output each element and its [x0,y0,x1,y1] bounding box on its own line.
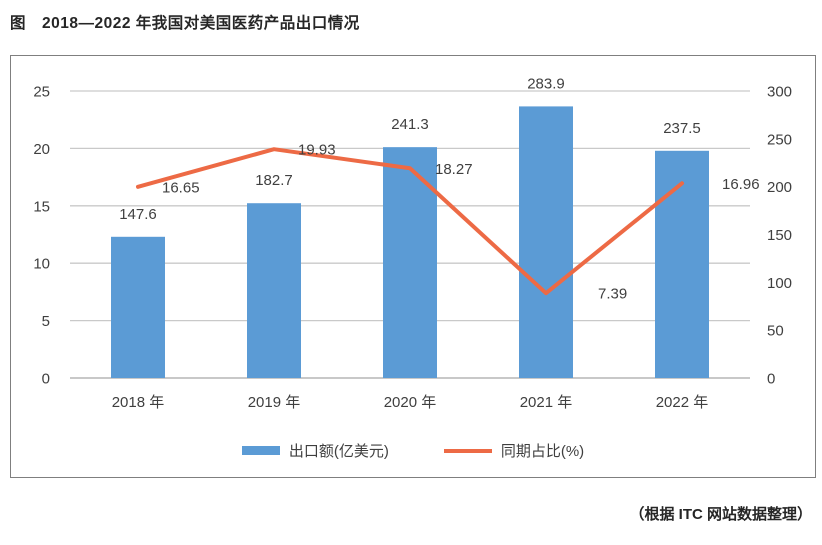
right-axis-tick: 150 [767,227,792,244]
x-axis-label: 2019 年 [248,394,301,411]
line-swatch-icon [443,448,492,453]
chart-title: 图 2018—2022 年我国对美国医药产品出口情况 [10,15,360,32]
bar-value-label: 147.6 [119,206,157,223]
right-axis-tick: 50 [767,323,784,340]
bar-2019 年 [247,203,301,378]
share-line [136,147,684,296]
left-axis-tick: 20 [33,141,50,158]
line-value-label: 16.96 [722,176,760,193]
line-value-label: 19.93 [298,142,336,159]
line-value-label: 16.65 [162,179,200,196]
right-axis-tick: 100 [767,275,792,292]
bar-2021 年 [519,106,573,378]
x-axis-label: 2020 年 [384,394,437,411]
line-value-label: 18.27 [435,161,473,178]
right-axis-tick: 0 [767,371,775,388]
x-axis-label: 2021 年 [520,394,573,411]
right-axis-tick: 200 [767,179,792,196]
legend-item-share: 同期占比(%) [443,440,585,461]
legend-share-label: 同期占比(%) [500,443,585,460]
legend-exports-label: 出口额(亿美元) [288,443,389,460]
right-axis-tick: 250 [767,131,792,148]
line-value-label: 7.39 [598,286,627,303]
chart-frame: 0 5 10 15 20 25 0 50 100 150 200 250 300 147.6 182.7 24… [10,55,816,478]
x-axis-label: 2018 年 [112,394,165,411]
right-axis-tick: 300 [767,84,792,101]
left-axis-tick: 15 [33,198,50,215]
bar-value-label: 283.9 [527,75,565,92]
left-axis-tick: 25 [33,84,50,101]
bar-value-label: 237.5 [663,120,701,137]
bar-2022 年 [655,150,709,378]
bar-2018 年 [111,236,165,378]
left-axis-tick: 0 [42,371,50,388]
x-axis-label: 2022 年 [656,394,709,411]
bar-2020 年 [383,147,437,378]
bar-value-label: 241.3 [391,116,429,133]
bar-value-label: 182.7 [255,172,293,189]
legend: 出口额(亿美元) 同期占比(%) [11,440,815,461]
legend-item-exports: 出口额(亿美元) [241,440,389,461]
source-note: （根据 ITC 网站数据整理） [629,506,813,523]
left-axis-tick: 5 [42,313,50,330]
combo-chart: 0510152025050100150200250300147.6182.724… [33,75,792,411]
bar-swatch-icon [241,446,280,455]
left-axis-tick: 10 [33,256,50,273]
